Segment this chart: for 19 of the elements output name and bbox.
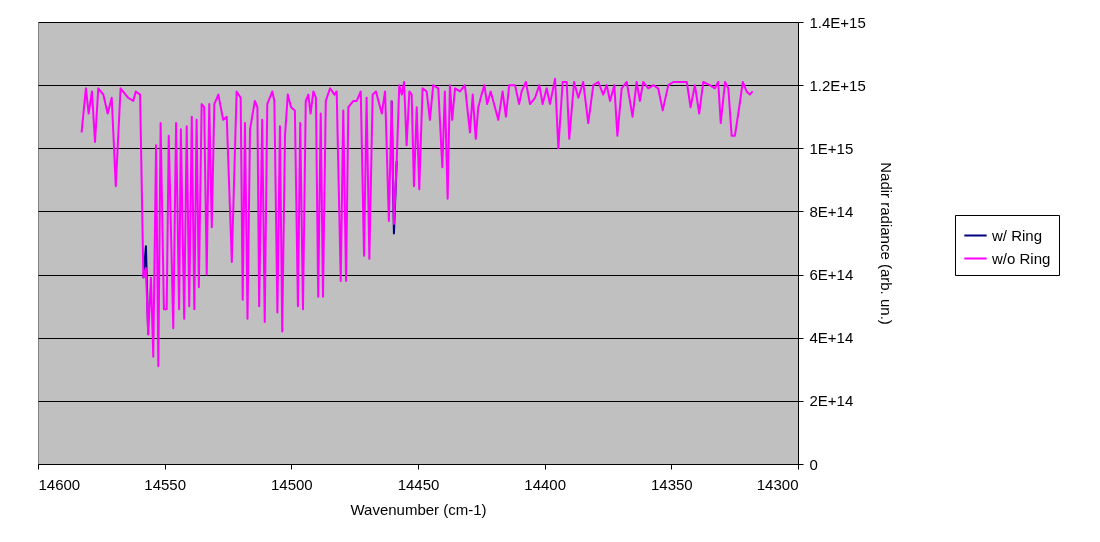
- y-tick-label: 8E+14: [809, 202, 854, 220]
- x-tick-label: 14300: [756, 475, 799, 493]
- x-tick-label: 14500: [270, 475, 313, 493]
- x-tick-label: 14350: [650, 475, 693, 493]
- legend-label: w/ Ring: [991, 226, 1043, 244]
- y-tick-label: 1.4E+15: [809, 13, 866, 31]
- y-tick-label: 2E+14: [809, 392, 854, 410]
- y-tick-label: 0: [809, 455, 818, 473]
- x-tick-label: 14600: [38, 475, 81, 493]
- y-tick-label: 4E+14: [809, 329, 854, 347]
- x-tick-label: 14450: [397, 475, 440, 493]
- x-tick-label: 14400: [524, 475, 567, 493]
- x-tick-label: 14550: [144, 475, 187, 493]
- y-tick-label: 1E+15: [809, 139, 854, 157]
- y-axis-title: Nadir radiance (arb. un.): [877, 162, 895, 325]
- y-tick-label: 1.2E+15: [809, 76, 866, 94]
- x-axis-title: Wavenumber (cm-1): [350, 500, 487, 518]
- legend-label: w/o Ring: [991, 249, 1051, 267]
- y-tick-label: 6E+14: [809, 266, 854, 284]
